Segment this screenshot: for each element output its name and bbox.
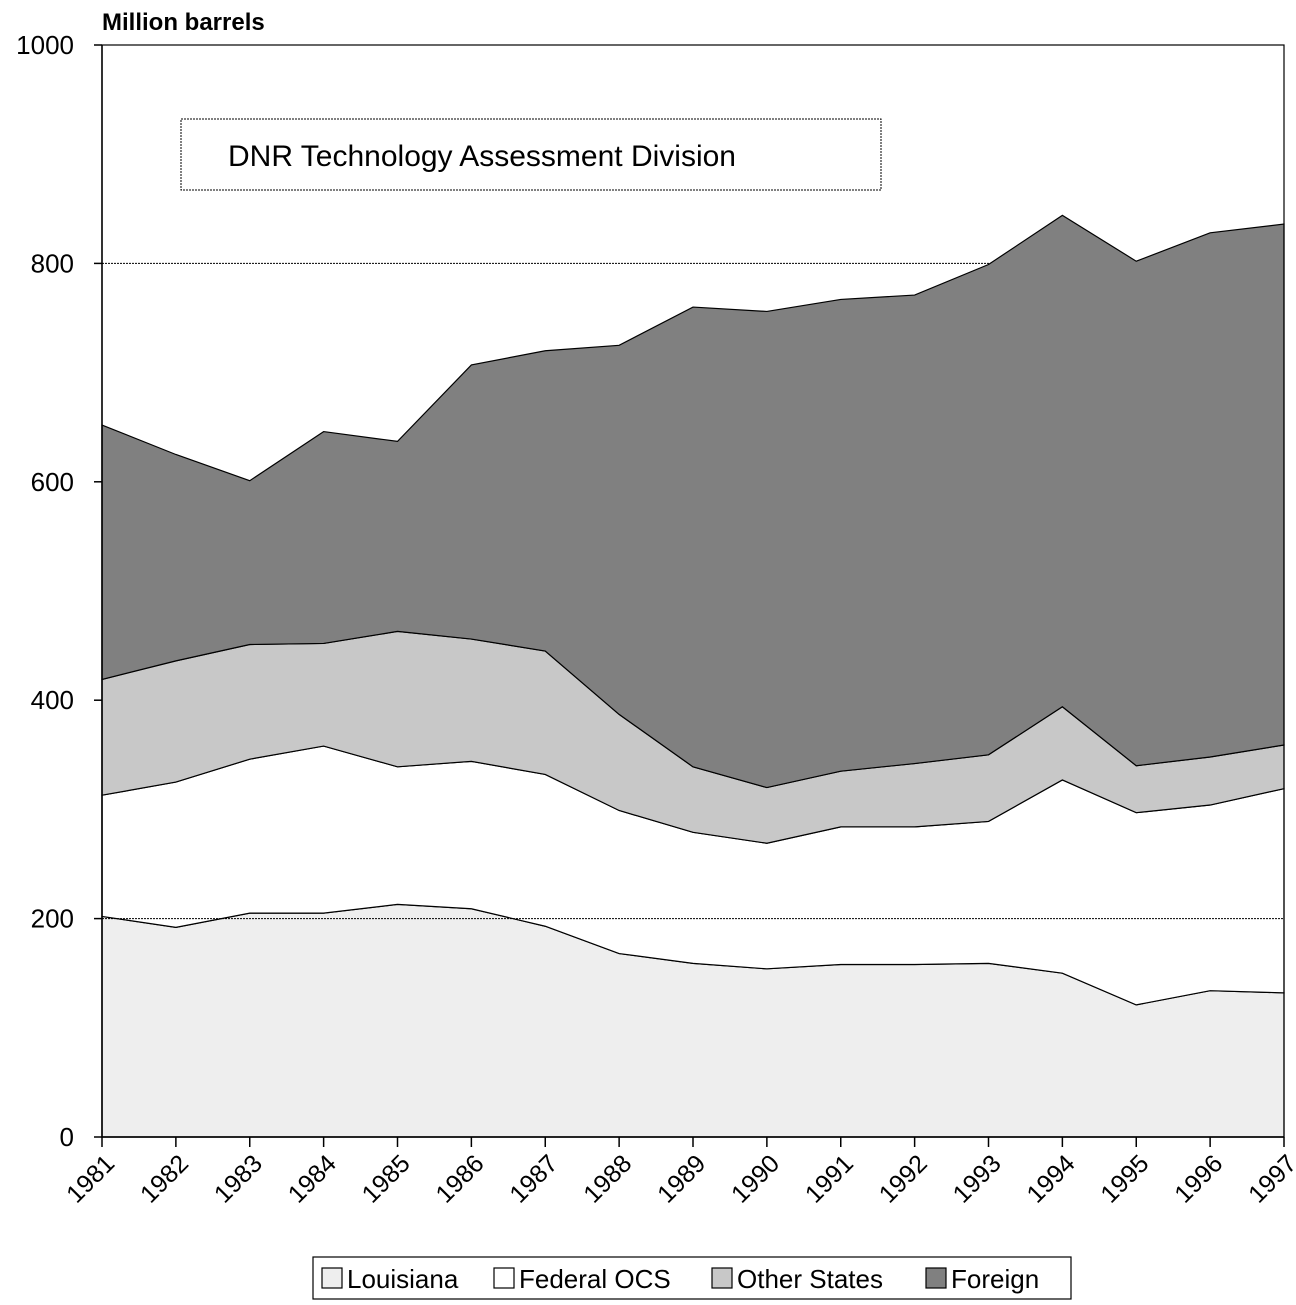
annotation: DNR Technology Assessment Division [228, 140, 736, 173]
x-tick-label: 1986 [430, 1149, 489, 1208]
x-tick-label: 1981 [61, 1149, 120, 1208]
x-tick-label: 1997 [1243, 1149, 1296, 1208]
x-tick-label: 1982 [135, 1149, 194, 1208]
legend-swatch [925, 1267, 947, 1289]
y-tick-label: 600 [31, 467, 74, 497]
y-tick-label: 200 [31, 904, 74, 934]
x-tick-label: 1987 [504, 1149, 563, 1208]
x-tick-label: 1988 [578, 1149, 637, 1208]
annotation-box [180, 118, 882, 191]
y-tick-label: 1000 [16, 30, 74, 60]
legend-label: Other States [737, 1264, 883, 1294]
x-tick-label: 1996 [1169, 1149, 1228, 1208]
legend-label: Louisiana [347, 1264, 459, 1294]
y-tick-label: 800 [31, 248, 74, 278]
x-tick-label: 1995 [1095, 1149, 1154, 1208]
x-tick-label: 1993 [948, 1149, 1007, 1208]
legend-swatch [321, 1267, 343, 1289]
x-tick-label: 1985 [357, 1149, 416, 1208]
y-axis-label: Million barrels [102, 9, 265, 36]
x-tick-label: 1983 [209, 1149, 268, 1208]
legend-swatch [711, 1267, 733, 1289]
y-tick-label: 0 [60, 1122, 74, 1152]
legend-label: Foreign [951, 1264, 1039, 1294]
x-tick-label: 1990 [726, 1149, 785, 1208]
legend-swatch [493, 1267, 515, 1289]
x-tick-label: 1984 [283, 1149, 342, 1208]
x-tick-label: 1994 [1021, 1149, 1080, 1208]
x-tick-label: 1991 [800, 1149, 859, 1208]
x-tick-label: 1992 [874, 1149, 933, 1208]
y-tick-label: 400 [31, 685, 74, 715]
x-tick-label: 1989 [652, 1149, 711, 1208]
legend-label: Federal OCS [519, 1264, 671, 1294]
legend: Louisiana Federal OCS Other States Foreign [312, 1256, 1072, 1300]
